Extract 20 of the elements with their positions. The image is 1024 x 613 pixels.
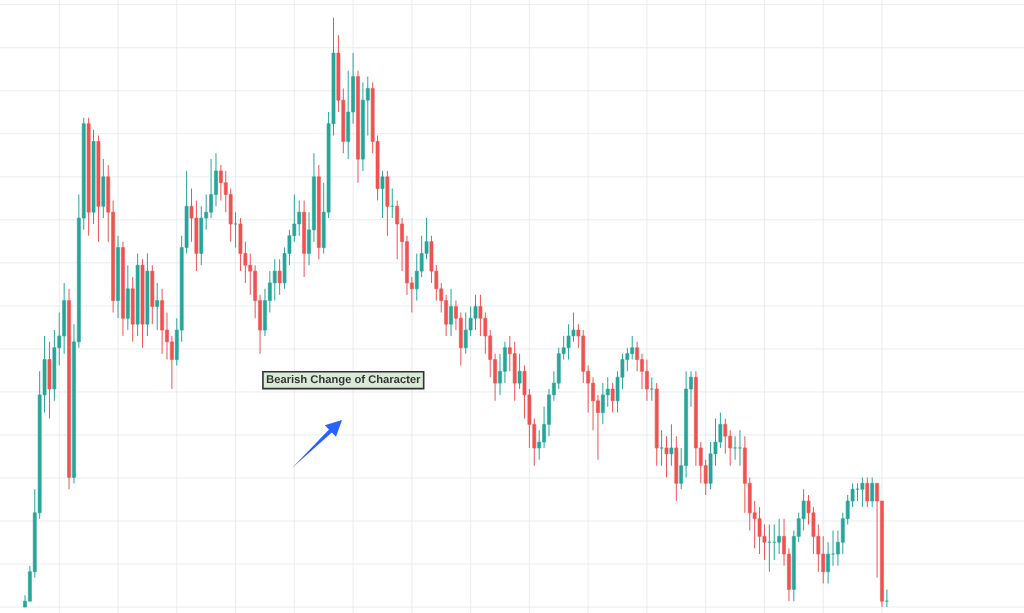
candlestick — [272, 258, 277, 302]
candlestick — [664, 435, 669, 478]
candlestick — [610, 382, 615, 414]
candlestick — [723, 417, 728, 455]
candlestick — [777, 518, 782, 555]
candlestick — [155, 282, 160, 331]
candlestick — [380, 170, 385, 219]
candlestick — [860, 476, 865, 508]
candlestick — [277, 258, 282, 296]
candlestick — [738, 429, 742, 467]
candlestick — [449, 288, 453, 337]
candlestick — [517, 353, 522, 390]
candlestick — [649, 376, 654, 402]
candlestick — [395, 199, 400, 260]
candlestick — [870, 476, 875, 508]
candlestick — [659, 429, 664, 467]
candlestick — [865, 476, 870, 508]
candlestick — [669, 423, 674, 467]
candlestick — [233, 211, 238, 249]
annotation: Bearish Change of Character — [266, 374, 421, 386]
